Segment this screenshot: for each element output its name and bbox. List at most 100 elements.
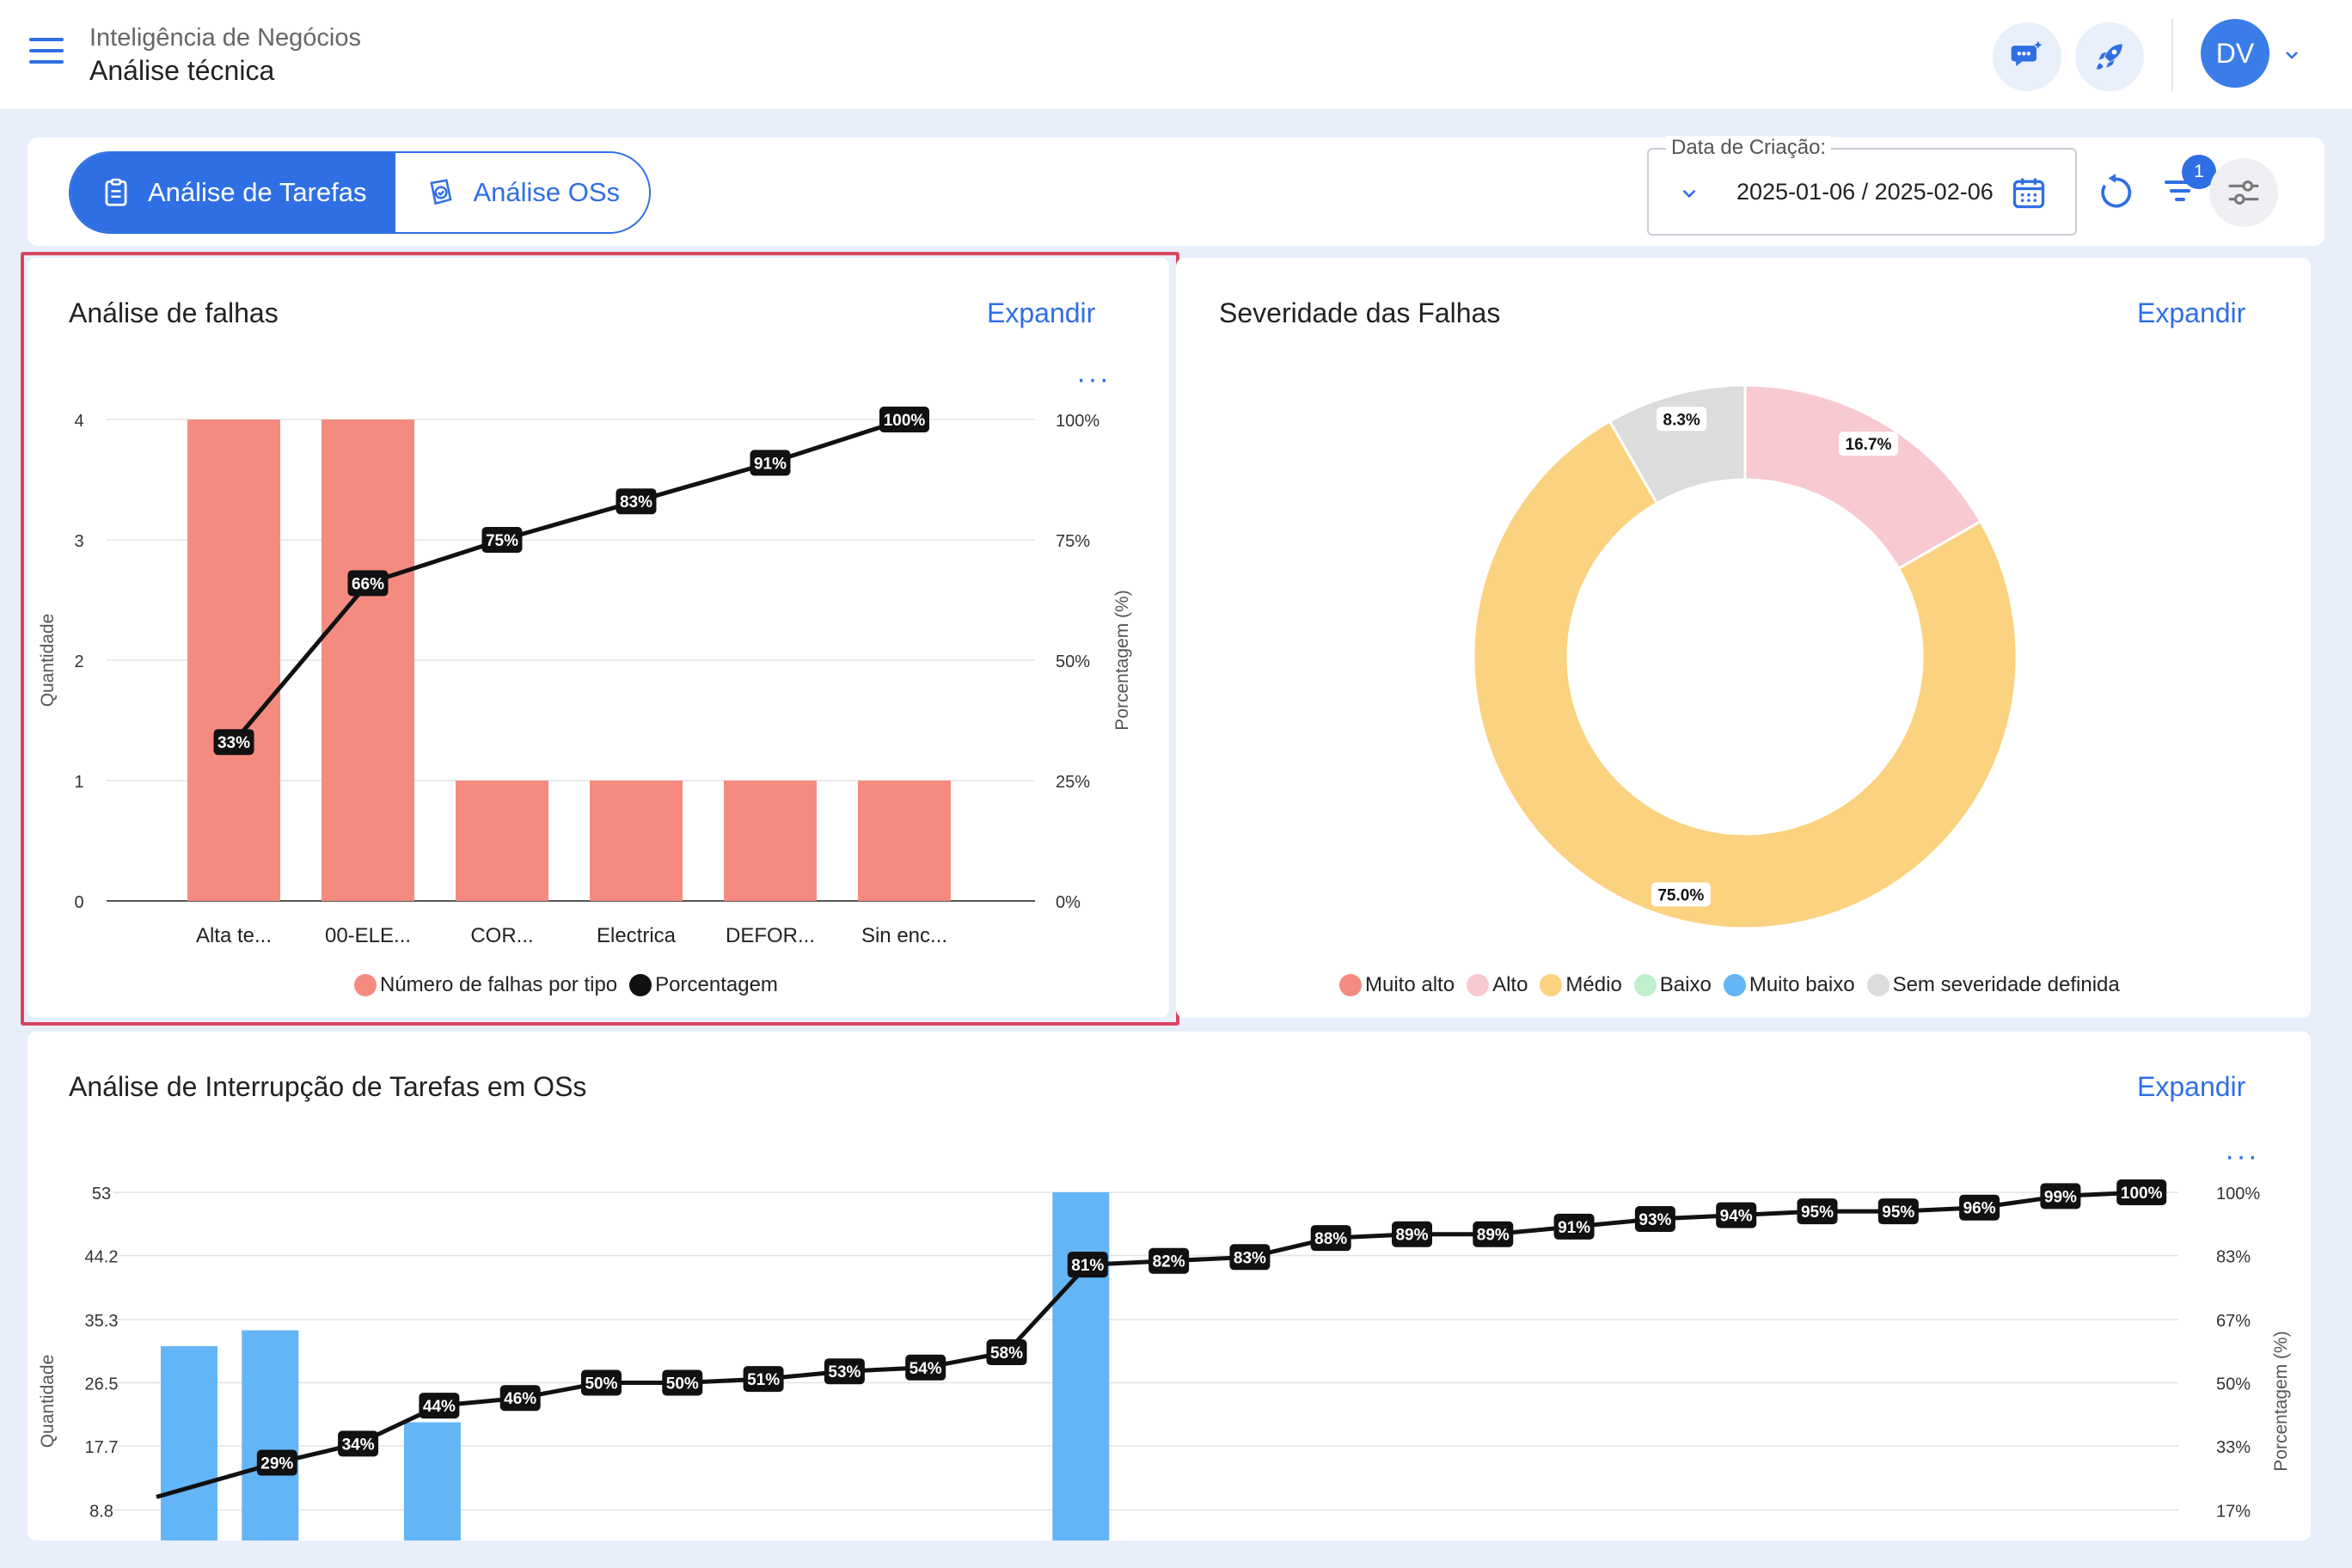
y-tick-label: 8.8 [89,1502,113,1521]
chevron-down-icon[interactable] [1678,182,1700,205]
donut-slice[interactable] [1608,383,1747,505]
chevron-down-icon[interactable] [2282,45,2302,65]
bar[interactable] [242,1330,299,1540]
date-range-field[interactable]: Data de Criação: 2025-01-06 / 2025-02-06 [1647,136,2077,236]
breadcrumb-parent[interactable]: Inteligência de Negócios [89,24,361,52]
slice-label: 75.0% [1651,882,1711,907]
percentage-label: 82% [1148,1247,1190,1274]
svg-text:95%: 95% [1882,1204,1914,1222]
tab-task-analysis[interactable]: Análise de Tarefas [70,153,396,232]
legend-item[interactable]: Muito baixo [1723,973,1855,997]
y2-tick-label: 67% [2216,1312,2251,1331]
svg-text:91%: 91% [754,455,787,473]
percentage-label: 54% [905,1354,946,1381]
calendar-icon[interactable] [2010,174,2048,211]
y2-tick-label: 17% [2216,1502,2251,1521]
percentage-label: 81% [1067,1252,1108,1278]
y-tick-label: 44.2 [85,1248,119,1267]
legend-item[interactable]: Número de falhas por tipo [354,973,617,997]
legend-label: Porcentagem [655,973,778,996]
bar[interactable] [403,1422,461,1540]
y2-tick-label: 50% [2216,1375,2251,1394]
percentage-label: 96% [1959,1194,2000,1221]
tab-label: Análise OSs [473,177,621,207]
legend-label: Baixo [1659,973,1712,996]
svg-text:46%: 46% [504,1390,536,1408]
svg-text:82%: 82% [1153,1253,1185,1271]
y2-axis-label: Porcentagem (%) [1112,590,1132,730]
legend-item[interactable]: Sem severidade definida [1866,973,2120,997]
percentage-label: 95% [1797,1198,1838,1225]
x-tick-label: Sin enc... [861,924,947,947]
svg-text:44%: 44% [423,1398,456,1416]
legend-item[interactable]: Baixo [1633,973,1712,997]
refresh-icon[interactable] [2094,170,2137,213]
y2-tick-label: 33% [2216,1438,2251,1457]
svg-text:33%: 33% [217,734,250,752]
svg-text:50%: 50% [585,1375,617,1393]
y-tick-label: 3 [74,532,83,551]
failure-pareto-chart: 0 0% 1 25% 2 50% 3 75% 4 100% Quantidade Porcentage… [38,407,1132,947]
work-order-icon [430,179,453,205]
svg-text:58%: 58% [990,1344,1023,1363]
y2-tick-label: 83% [2216,1248,2251,1267]
y2-tick-label: 100% [1056,412,1099,431]
bar[interactable] [161,1345,217,1540]
legend-swatch [354,974,377,996]
svg-text:16.7%: 16.7% [1846,436,1892,454]
bar[interactable] [322,420,414,901]
percentage-label: 99% [2040,1183,2081,1210]
expand-button[interactable]: Expandir [2137,297,2246,328]
analysis-toolbar: Análise de Tarefas Análise OSs Data de C… [28,136,2324,246]
y2-tick-label: 100% [2216,1185,2260,1204]
expand-button[interactable]: Expandir [987,297,1096,328]
percentage-label: 50% [581,1369,622,1396]
bar[interactable] [1052,1192,1110,1540]
bar[interactable] [456,781,548,901]
legend-item[interactable]: Muito alto [1339,973,1455,997]
percentage-label: 100% [2116,1179,2167,1205]
bar[interactable] [590,781,683,901]
percentage-label: 91% [1553,1213,1595,1240]
interruption-pareto-chart: 8.8 17% 17.7 33% 26.5 50% 35.3 67% 44.2 83% 53 100%… [38,1179,2291,1540]
bar[interactable] [858,781,951,901]
bar[interactable] [187,420,280,901]
date-range-value: 2025-01-06 / 2025-02-06 [1736,179,1994,205]
legend-label: Muito alto [1365,973,1455,996]
legend-item[interactable]: Médio [1540,973,1622,997]
percentage-label: 89% [1392,1221,1432,1247]
svg-text:88%: 88% [1314,1230,1347,1248]
bar[interactable] [724,781,817,901]
hamburger-menu-icon[interactable] [29,38,64,67]
rocket-icon[interactable] [2075,22,2144,91]
svg-text:83%: 83% [1234,1249,1266,1267]
percentage-label: 95% [1877,1198,1919,1225]
tab-os-analysis[interactable]: Análise OSs [395,153,650,232]
svg-text:94%: 94% [1720,1208,1753,1226]
expand-button[interactable]: Expandir [2137,1071,2246,1102]
y-axis-label: Quantidade [38,1355,58,1449]
legend-swatch [1723,974,1746,996]
svg-text:34%: 34% [342,1436,375,1454]
legend-swatch [1339,974,1362,996]
percentage-label: 89% [1473,1221,1514,1247]
y-tick-label: 0 [74,893,83,912]
svg-text:99%: 99% [2044,1188,2077,1206]
svg-text:81%: 81% [1071,1257,1104,1275]
legend-item[interactable]: Alto [1467,973,1528,997]
svg-text:66%: 66% [352,575,384,593]
svg-text:8.3%: 8.3% [1663,411,1700,429]
adjustments-icon[interactable] [2209,158,2278,227]
percentage-label: 93% [1634,1206,1675,1233]
donut-slice[interactable] [1472,419,2018,930]
percentage-label: 51% [743,1366,784,1393]
legend-swatch [629,974,652,996]
percentage-label: 34% [338,1430,379,1457]
y-tick-label: 17.7 [85,1438,119,1457]
chart-legend: Muito alto Alto Médio Baixo Muito baixo Sem s… [1339,973,2132,997]
percentage-label: 33% [213,729,254,756]
user-avatar[interactable]: DV [2201,19,2269,88]
tab-label: Análise de Tarefas [148,177,367,207]
legend-item[interactable]: Porcentagem [629,973,778,997]
chat-sparkle-icon[interactable] [1993,22,2061,91]
